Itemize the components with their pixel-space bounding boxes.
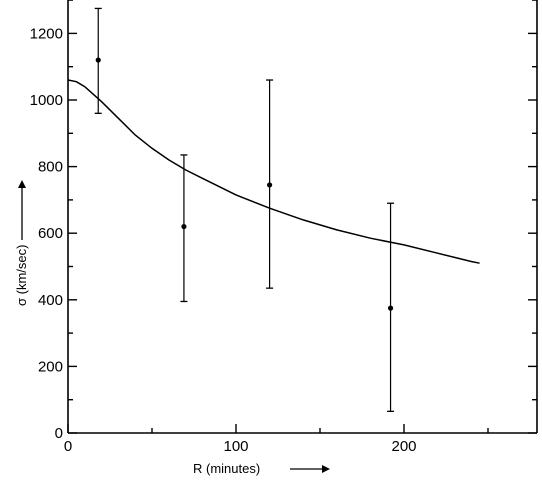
x-tick-label: 0: [64, 438, 72, 455]
y-tick-label: 1200: [30, 25, 63, 42]
y-tick-label: 0: [55, 425, 63, 442]
data-point-group: [94, 7, 102, 114]
y-axis-arrow-icon: [18, 180, 26, 188]
x-axis-arrow-icon: [322, 465, 330, 473]
x-axis-label: R (minutes): [193, 461, 260, 476]
y-axis-ticks: 0 200 400 600 800 1000 1200: [30, 0, 537, 442]
data-point: [387, 305, 394, 311]
y-tick-label: 200: [38, 358, 63, 375]
y-tick-label: 600: [38, 225, 63, 242]
x-axis-ticks: 0 100 200: [64, 424, 489, 455]
model-curve: [67, 79, 480, 264]
data-point-group: [387, 202, 395, 413]
y-tick-label: 800: [38, 159, 63, 176]
y-axis-label-group: σ (km/sec): [14, 180, 29, 306]
plot-frame: [67, 0, 538, 434]
model-curve-layer: [67, 79, 480, 264]
y-axis-label: σ (km/sec): [14, 245, 29, 306]
x-tick-label: 100: [223, 438, 248, 455]
x-axis-label-group: R (minutes): [193, 461, 330, 476]
y-tick-label: 400: [38, 292, 63, 309]
data-point: [95, 57, 101, 63]
data-points-layer: [94, 7, 395, 413]
data-point: [181, 223, 187, 230]
y-tick-label: 1000: [30, 92, 63, 109]
data-point: [267, 182, 273, 188]
data-point-group: [266, 79, 274, 289]
data-point-group: [180, 154, 188, 303]
x-tick-label: 200: [391, 438, 416, 455]
